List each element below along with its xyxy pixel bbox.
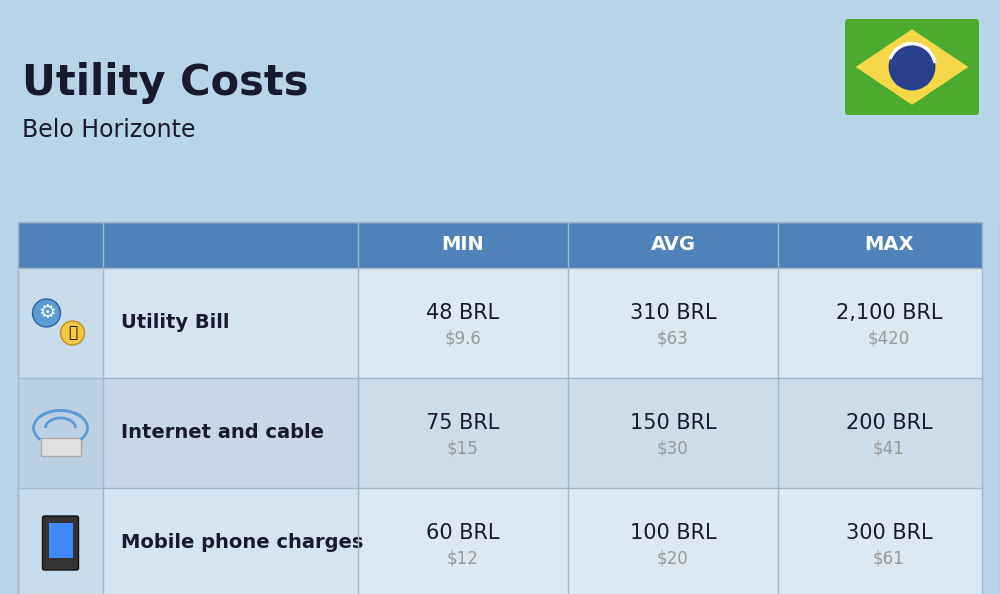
Bar <box>103 488 358 594</box>
Text: MAX: MAX <box>864 235 914 254</box>
Bar <box>18 222 982 268</box>
Text: $63: $63 <box>657 330 689 348</box>
Text: MIN: MIN <box>442 235 484 254</box>
Bar <box>48 523 72 558</box>
Text: Utility Bill: Utility Bill <box>121 314 230 333</box>
Text: $15: $15 <box>447 440 479 458</box>
Circle shape <box>60 321 84 345</box>
Text: $12: $12 <box>447 550 479 568</box>
Text: Internet and cable: Internet and cable <box>121 424 324 443</box>
Text: AVG: AVG <box>650 235 696 254</box>
Text: 🔌: 🔌 <box>68 326 77 340</box>
Text: $30: $30 <box>657 440 689 458</box>
Text: $41: $41 <box>873 440 905 458</box>
Text: 310 BRL: 310 BRL <box>630 303 716 323</box>
Text: 48 BRL: 48 BRL <box>426 303 500 323</box>
Bar <box>40 438 80 456</box>
Text: ⚙: ⚙ <box>38 304 55 323</box>
Text: Utility Costs: Utility Costs <box>22 62 308 104</box>
Text: Mobile phone charges: Mobile phone charges <box>121 533 363 552</box>
Text: 300 BRL: 300 BRL <box>846 523 932 543</box>
Text: $420: $420 <box>868 330 910 348</box>
Text: 100 BRL: 100 BRL <box>630 523 716 543</box>
Text: 150 BRL: 150 BRL <box>630 413 716 433</box>
Bar <box>103 378 358 488</box>
Bar <box>18 488 103 594</box>
Bar <box>18 222 982 594</box>
Circle shape <box>32 299 60 327</box>
Text: 200 BRL: 200 BRL <box>846 413 932 433</box>
Text: $61: $61 <box>873 550 905 568</box>
Text: 60 BRL: 60 BRL <box>426 523 500 543</box>
Circle shape <box>889 43 935 90</box>
Bar <box>18 488 982 594</box>
Bar <box>18 378 982 488</box>
Text: $9.6: $9.6 <box>445 330 481 348</box>
Text: 75 BRL: 75 BRL <box>426 413 500 433</box>
Text: 2,100 BRL: 2,100 BRL <box>836 303 942 323</box>
Bar <box>18 268 103 378</box>
Text: Belo Horizonte: Belo Horizonte <box>22 118 196 142</box>
Polygon shape <box>856 29 968 105</box>
Bar <box>18 378 103 488</box>
FancyBboxPatch shape <box>42 516 78 570</box>
Bar <box>103 268 358 378</box>
FancyBboxPatch shape <box>845 19 979 115</box>
Text: $20: $20 <box>657 550 689 568</box>
Bar <box>18 268 982 378</box>
